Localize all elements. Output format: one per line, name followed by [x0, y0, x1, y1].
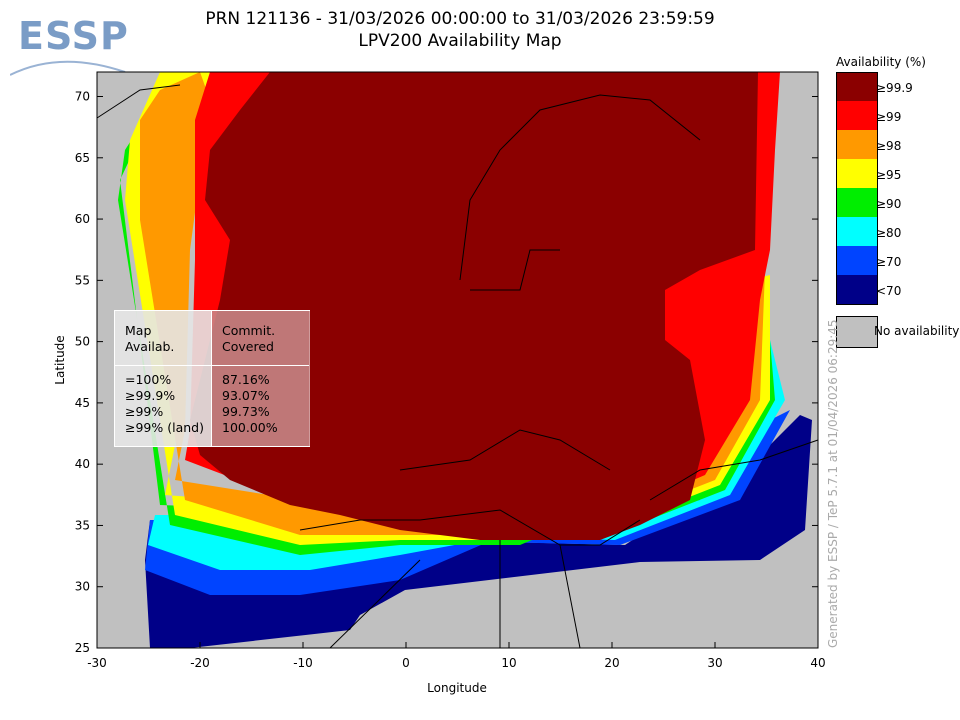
y-tick-label: 40 — [75, 457, 90, 471]
x-tick-label: 10 — [501, 656, 516, 670]
x-tick-label: 0 — [402, 656, 410, 670]
x-axis-label: Longitude — [427, 681, 487, 695]
stats-header: Covered — [222, 339, 274, 354]
stats-cell: =100% — [125, 372, 172, 387]
legend-label: ≥98 — [876, 139, 902, 153]
x-tick-label: 20 — [604, 656, 619, 670]
y-tick-label: 55 — [75, 273, 90, 287]
x-tick-label: -10 — [293, 656, 313, 670]
legend-swatch — [836, 72, 878, 102]
y-tick-label: 70 — [75, 90, 90, 104]
stats-cell: 87.16% — [222, 372, 270, 387]
legend-swatch — [836, 246, 878, 275]
essp-logo: ESSP — [18, 14, 129, 58]
legend-label: ≥99 — [876, 110, 902, 124]
legend-swatch-no-availability — [836, 316, 878, 348]
legend-swatch — [836, 217, 878, 246]
stats-cell: 100.00% — [222, 420, 278, 435]
y-tick-label: 65 — [75, 151, 90, 165]
availability-bands — [118, 72, 812, 648]
axes: -30 -20 -10 0 10 20 30 40 70 65 60 55 50 45 40 35 30 25 — [75, 71, 826, 670]
generated-by-credit: Generated by ESSP / TeP 5.7.1 at 01/04/2… — [826, 319, 840, 648]
x-tick-label: 30 — [707, 656, 722, 670]
stats-cell: 99.73% — [222, 404, 270, 419]
legend-title: Availability (%) — [836, 55, 926, 69]
legend-label: ≥80 — [876, 226, 902, 240]
legend-swatch — [836, 159, 878, 188]
y-tick-label: 50 — [75, 335, 90, 349]
x-tick-label: -20 — [190, 656, 210, 670]
y-tick-label: 35 — [75, 518, 90, 532]
y-tick-label: 45 — [75, 396, 90, 410]
stats-header: Map — [125, 323, 152, 338]
title-line-2: LPV200 Availability Map — [358, 31, 562, 51]
stats-header: Commit. — [222, 323, 276, 338]
coverage-stats-table: Map Availab. =100% ≥99.9% ≥99% ≥99% (land) C… — [114, 310, 310, 447]
coastlines — [96, 84, 819, 649]
legend-swatch — [836, 188, 878, 217]
y-tick-label: 30 — [75, 580, 90, 594]
legend-label-no-availability: No availability — [874, 324, 960, 338]
logo-arc-icon — [10, 60, 126, 76]
title-line-1: PRN 121136 - 31/03/2026 00:00:00 to 31/0… — [205, 9, 715, 29]
y-tick-label: 25 — [75, 641, 90, 655]
legend-swatch — [836, 101, 878, 130]
legend-label: ≥99.9 — [876, 81, 913, 95]
x-tick-label: 40 — [810, 656, 825, 670]
stats-cell: ≥99.9% — [125, 388, 176, 403]
y-tick-label: 60 — [75, 212, 90, 226]
stats-cell: 93.07% — [222, 388, 270, 403]
band-80 — [148, 300, 785, 570]
legend-label: ≥70 — [876, 255, 902, 269]
legend-label: <70 — [876, 284, 902, 298]
legend-label: ≥90 — [876, 197, 902, 211]
plot-frame — [96, 71, 819, 649]
stats-cell: ≥99% (land) — [125, 420, 204, 435]
map-title: PRN 121136 - 31/03/2026 00:00:00 to 31/0… — [0, 8, 920, 52]
x-tick-label: -30 — [87, 656, 107, 670]
stats-cell: ≥99% — [125, 404, 164, 419]
legend-label: ≥95 — [876, 168, 902, 182]
stats-header: Availab. — [125, 339, 175, 354]
legend-swatch — [836, 275, 878, 305]
legend-swatch — [836, 130, 878, 159]
band-999 — [190, 72, 758, 540]
y-axis-label: Latitude — [53, 335, 67, 384]
